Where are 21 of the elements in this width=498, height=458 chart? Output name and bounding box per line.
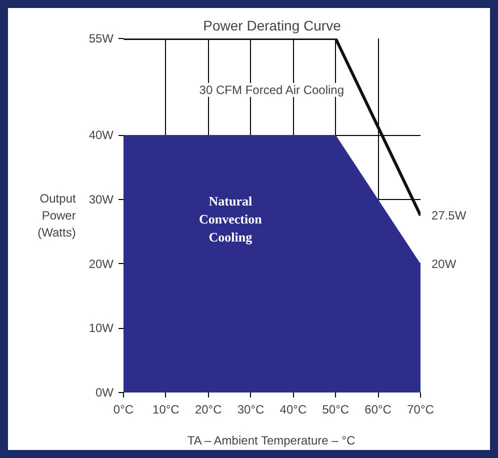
annotation: 27.5W: [432, 208, 467, 222]
x-tick-label: 40°C: [280, 402, 307, 416]
x-tick-label: 0°C: [113, 402, 134, 416]
y-tick-label: 55W: [88, 32, 114, 46]
y-tick-label: 0W: [96, 386, 114, 400]
y-tick-label: 20W: [88, 256, 114, 271]
y-axis-title: Output Power (Watts): [38, 192, 76, 240]
annotation: Natural Convection Cooling: [199, 194, 263, 245]
x-tick-label: 70°C: [407, 402, 434, 416]
x-tick-label: 30°C: [237, 402, 265, 416]
annotation: 20W: [432, 256, 457, 271]
x-tick-label: 20°C: [194, 402, 222, 416]
x-axis-title: TA – Ambient Temperature – °C: [187, 434, 356, 448]
chart-title: Power Derating Curve: [203, 18, 342, 34]
annotation: 30 CFM Forced Air Cooling: [199, 82, 344, 97]
x-tick-label: 60°C: [364, 402, 392, 416]
y-tick-label: 40W: [88, 128, 114, 142]
y-tick-label: 30W: [88, 192, 114, 206]
x-tick-label: 50°C: [322, 402, 350, 416]
y-tick-label: 10W: [88, 321, 114, 336]
x-tick-label: 10°C: [152, 402, 180, 416]
